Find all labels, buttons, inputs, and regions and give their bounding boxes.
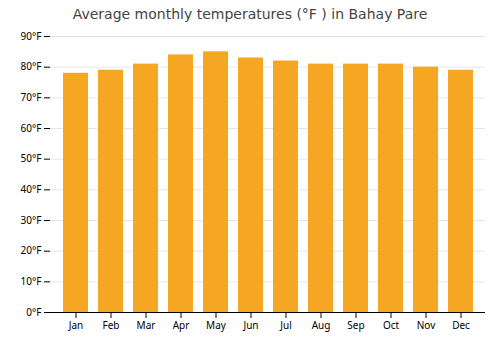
svg-text:40°F: 40°F (21, 182, 42, 196)
svg-text:20°F: 20°F (21, 243, 42, 257)
svg-text:Oct: Oct (383, 318, 400, 332)
svg-text:Jul: Jul (279, 318, 292, 332)
svg-text:Mar: Mar (137, 318, 156, 332)
svg-text:Feb: Feb (103, 318, 120, 332)
svg-text:10°F: 10°F (21, 274, 42, 288)
svg-text:Jun: Jun (242, 318, 258, 332)
svg-text:May: May (206, 318, 227, 332)
svg-text:Dec: Dec (452, 318, 470, 332)
svg-text:Aug: Aug (312, 318, 331, 332)
svg-text:Jan: Jan (68, 318, 84, 332)
svg-text:70°F: 70°F (21, 90, 42, 104)
svg-text:90°F: 90°F (21, 29, 42, 43)
svg-text:60°F: 60°F (21, 121, 42, 135)
svg-text:0°F: 0°F (26, 305, 41, 319)
svg-text:80°F: 80°F (21, 59, 42, 73)
svg-text:Nov: Nov (417, 318, 436, 332)
svg-text:50°F: 50°F (21, 151, 42, 165)
svg-text:30°F: 30°F (21, 213, 42, 227)
svg-text:Sep: Sep (347, 318, 364, 332)
svg-text:Apr: Apr (173, 318, 190, 332)
html-text:Average monthly temperatures (: Average monthly temperatures (°F ) in Ba… (72, 6, 428, 22)
